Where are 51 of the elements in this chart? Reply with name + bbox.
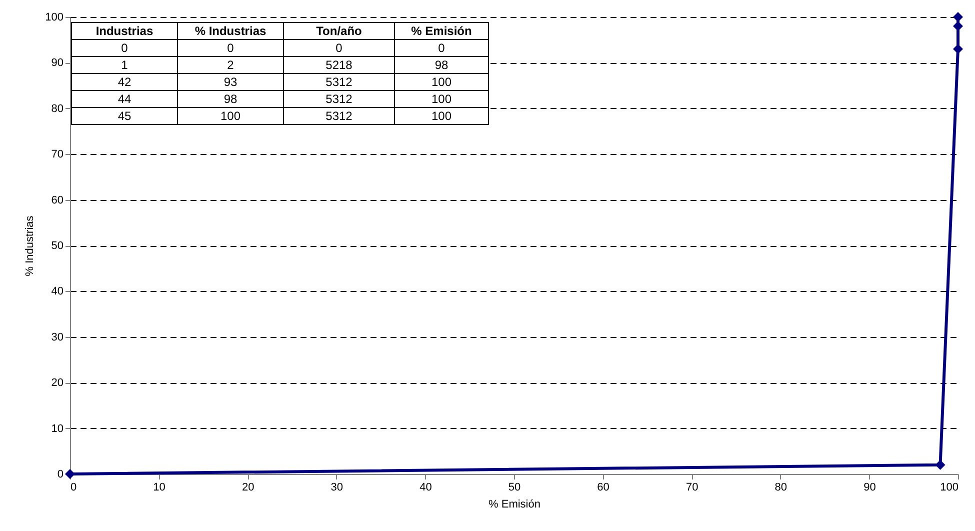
- annotation: 5218: [284, 56, 394, 74]
- point: [935, 460, 946, 470]
- annotation: 0: [72, 40, 178, 56]
- x-tick-label: 50: [508, 482, 521, 494]
- y-tick-label: 20: [51, 377, 64, 390]
- y-tick-label: 50: [51, 240, 64, 252]
- annotation: 45: [72, 108, 178, 124]
- y-tick-label: 80: [51, 102, 64, 115]
- y-tick-label: 30: [51, 331, 64, 344]
- y-tick-label: 70: [51, 148, 64, 161]
- annotation: 100: [178, 108, 284, 124]
- annotation: 42: [72, 74, 178, 90]
- annotation: 5312: [284, 90, 394, 108]
- annotation: 5312: [284, 108, 394, 124]
- annotation: 100: [394, 108, 488, 124]
- x-axis-title: % Emisión: [488, 498, 540, 510]
- annotation: Industrias: [72, 22, 178, 40]
- point: [953, 21, 963, 32]
- x-tick-label: 20: [242, 482, 254, 494]
- y-tick-label: 100: [45, 12, 64, 24]
- x-tick-label: 40: [420, 482, 432, 494]
- x-tick-label: 70: [686, 482, 698, 494]
- annotation: 93: [178, 74, 284, 90]
- annotation: % Industrias: [178, 22, 284, 40]
- y-axis-title: % Industrias: [24, 215, 36, 276]
- y-tick-label: 10: [51, 422, 64, 435]
- x-tick-label: 80: [774, 482, 788, 494]
- annotation: 98: [394, 56, 488, 74]
- y-tick-label: 90: [51, 57, 64, 70]
- annotation: 0: [394, 40, 488, 56]
- x-tick-label: 90: [864, 482, 876, 494]
- annotation: 1: [72, 56, 178, 74]
- annotation: 0: [178, 40, 284, 56]
- x-tick-label: 100: [940, 482, 958, 494]
- x-tick-label: 10: [153, 482, 166, 494]
- annotation: 100: [394, 90, 488, 108]
- x-tick-label: 0: [70, 482, 77, 494]
- annotation: 2: [178, 56, 284, 74]
- point: [953, 12, 963, 22]
- x-tick-label: 60: [597, 482, 610, 494]
- annotation: Ton/año: [284, 22, 394, 40]
- annotation: % Emisión: [394, 22, 488, 40]
- annotation: 44: [72, 90, 178, 108]
- y-tick-label: 40: [51, 286, 64, 298]
- annotation: 0: [284, 40, 394, 56]
- y-tick-label: 60: [51, 194, 64, 206]
- annotation: 5312: [284, 74, 394, 90]
- y-tick-label: 0: [57, 468, 64, 480]
- annotation: 100: [394, 74, 488, 90]
- x-tick-label: 30: [330, 482, 344, 494]
- annotation: 98: [178, 90, 284, 108]
